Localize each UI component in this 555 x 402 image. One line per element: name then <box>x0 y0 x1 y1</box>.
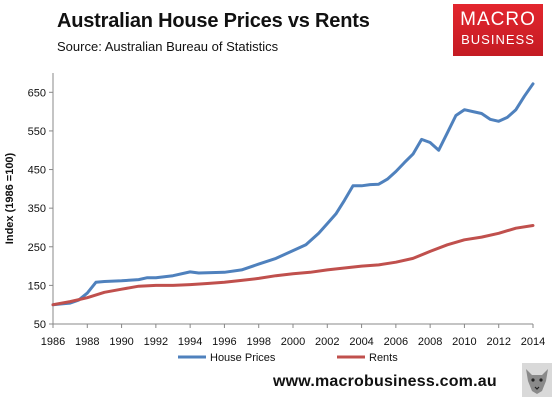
y-tick-label: 250 <box>28 242 46 254</box>
x-tick-label: 1998 <box>246 336 270 348</box>
y-tick-label: 50 <box>34 319 46 331</box>
logo-line-2: BUSINESS <box>461 32 535 47</box>
wolf-icon <box>522 363 552 397</box>
x-tick-label: 1992 <box>144 336 168 348</box>
x-tick-label: 2004 <box>349 336 373 348</box>
x-tick-label: 2002 <box>315 336 339 348</box>
x-tick-label: 2006 <box>384 336 408 348</box>
x-tick-label: 2014 <box>521 336 545 348</box>
x-tick-label: 1994 <box>178 336 202 348</box>
legend-label-rents: Rents <box>369 352 398 364</box>
line-chart: 50 150 250 350 450 550 650 1986 1988 1990 1992 1994… <box>4 73 545 364</box>
x-tick-label: 1988 <box>75 336 99 348</box>
x-tick-label: 1996 <box>212 336 236 348</box>
macrobusiness-logo: MACRO BUSINESS <box>453 4 543 56</box>
x-tick-label: 2000 <box>281 336 305 348</box>
y-tick-label: 550 <box>28 126 46 138</box>
chart-title: Australian House Prices vs Rents <box>57 10 370 32</box>
y-tick-label: 650 <box>28 87 46 99</box>
x-tick-label: 1986 <box>41 336 65 348</box>
series-line-rents <box>51 224 535 307</box>
y-tick-label: 150 <box>28 280 46 292</box>
chart-subtitle: Source: Australian Bureau of Statistics <box>57 39 279 54</box>
y-tick-label: 350 <box>28 203 46 215</box>
legend-label-house-prices: House Prices <box>210 352 276 364</box>
y-tick-label: 450 <box>28 165 46 177</box>
logo-line-1: MACRO <box>460 9 536 30</box>
x-tick-label: 1990 <box>109 336 133 348</box>
x-tick-label: 2008 <box>418 336 442 348</box>
x-tick-label: 2010 <box>452 336 476 348</box>
x-tick-label: 2012 <box>486 336 510 348</box>
footer-url: www.macrobusiness.com.au <box>273 373 497 390</box>
series-line-house-prices <box>51 82 535 307</box>
y-axis-label: Index (1986 =100) <box>4 152 16 244</box>
